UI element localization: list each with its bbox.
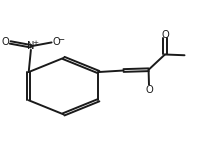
Text: −: − bbox=[57, 34, 64, 43]
Text: O: O bbox=[2, 37, 9, 47]
Text: N: N bbox=[27, 41, 35, 51]
Text: O: O bbox=[145, 85, 153, 95]
Text: O: O bbox=[161, 30, 169, 40]
Text: +: + bbox=[33, 40, 39, 46]
Text: O: O bbox=[53, 37, 60, 47]
